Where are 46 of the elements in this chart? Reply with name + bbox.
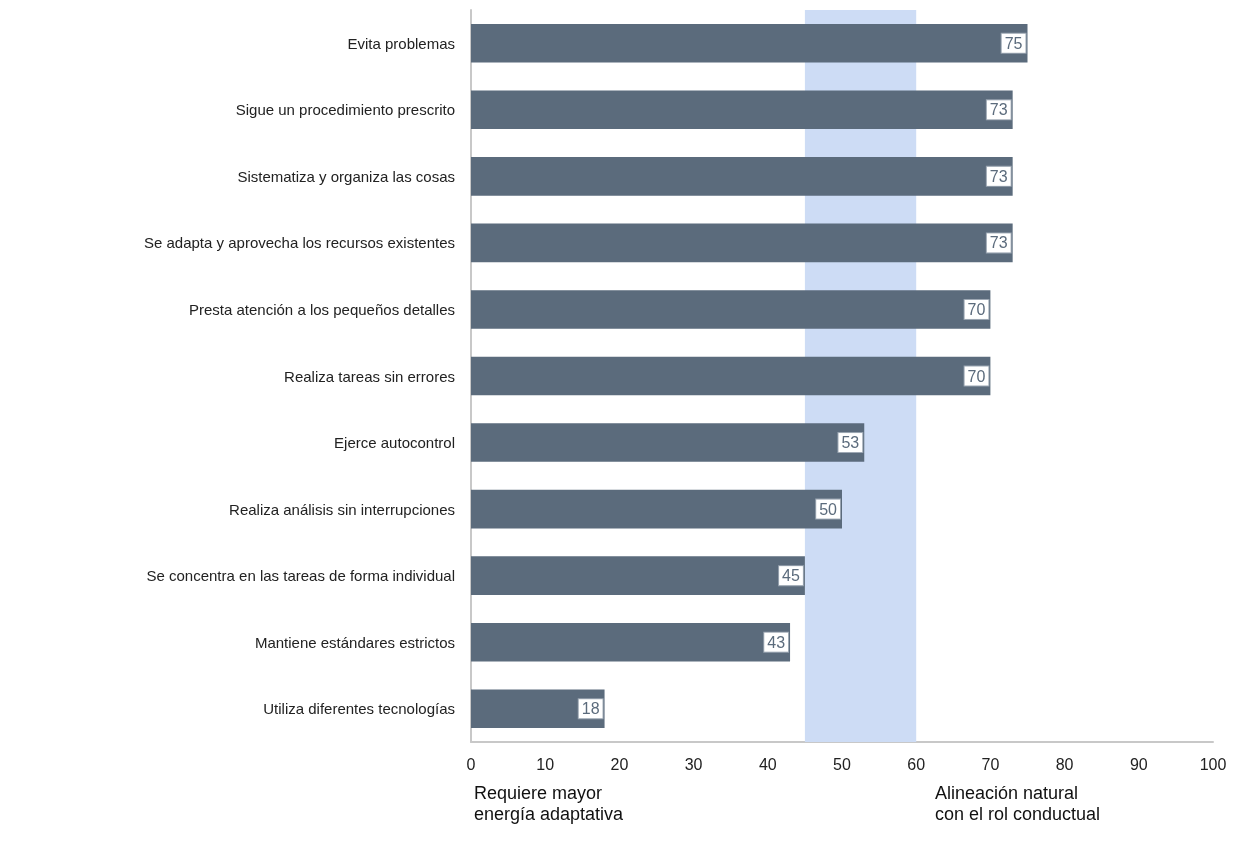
data-label: 70 — [967, 367, 986, 385]
x-tick-label: 100 — [1199, 755, 1227, 773]
y-tick-label: Realiza análisis sin interrupciones — [229, 500, 455, 518]
bar — [471, 290, 991, 329]
x-tick-label: 70 — [981, 755, 1000, 773]
y-tick-label: Mantiene estándares estrictos — [254, 633, 455, 651]
x-tick-label: 10 — [536, 755, 555, 773]
y-tick-label: Se concentra en las tareas de forma individual — [146, 567, 455, 585]
data-label: 18 — [581, 700, 600, 718]
data-label: 53 — [841, 434, 860, 452]
bar — [471, 689, 605, 729]
data-label: 50 — [819, 500, 838, 518]
bar — [471, 90, 1013, 130]
text: Requiere mayor energía adaptativa — [474, 782, 625, 824]
data-label: 73 — [989, 234, 1008, 252]
data-label: 70 — [967, 300, 986, 318]
x-tick-label: 0 — [466, 755, 476, 773]
data-label: 73 — [989, 101, 1008, 119]
x-tick-label: 20 — [610, 755, 629, 773]
bar — [471, 423, 865, 462]
x-tick-label: 30 — [684, 755, 703, 773]
x-tick-label: 80 — [1055, 755, 1074, 773]
y-tick-label: Sistematiza y organiza las cosas — [237, 167, 455, 185]
data-label: 75 — [1004, 34, 1023, 52]
x-tick-label: 40 — [758, 755, 777, 773]
y-tick-label: Se adapta y aprovecha los recursos existentes — [143, 234, 455, 252]
y-tick-label: Utiliza diferentes tecnologías — [263, 700, 455, 718]
bar — [471, 489, 842, 529]
text: Alineación natural con el rol conductual — [935, 782, 1101, 824]
y-tick-label: Evita problemas — [347, 34, 455, 52]
bar — [471, 356, 991, 396]
data-label: 73 — [989, 167, 1008, 185]
x-tick-label: 90 — [1129, 755, 1148, 773]
y-tick-label: Realiza tareas sin errores — [284, 367, 455, 385]
bar — [471, 223, 1013, 263]
y-tick-label: Sigue un procedimiento prescrito — [235, 101, 455, 119]
bar — [471, 622, 791, 662]
x-tick-label: 50 — [833, 755, 851, 773]
bar — [471, 157, 1013, 196]
data-label: 45 — [782, 567, 800, 585]
x-tick-label: 60 — [907, 755, 926, 773]
bar — [471, 23, 1028, 63]
bar — [471, 556, 805, 595]
y-tick-label: Presta atención a los pequeños detalles — [188, 300, 455, 318]
y-tick-label: Ejerce autocontrol — [334, 434, 455, 452]
data-label: 43 — [767, 633, 786, 651]
